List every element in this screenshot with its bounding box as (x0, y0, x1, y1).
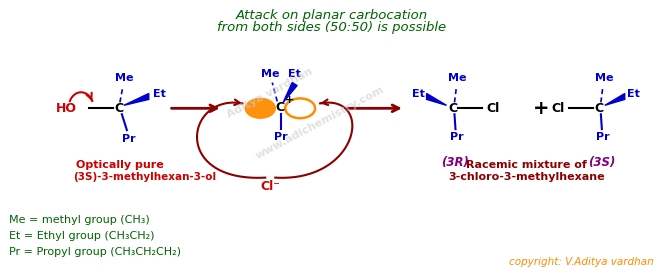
Text: C: C (594, 102, 604, 115)
Polygon shape (124, 93, 149, 105)
Text: +: + (533, 99, 549, 118)
Text: Pr: Pr (596, 132, 610, 142)
Text: Attack on planar carbocation: Attack on planar carbocation (236, 9, 428, 22)
Text: HO: HO (56, 102, 77, 115)
Text: (3R): (3R) (442, 156, 469, 169)
Text: from both sides (50:50) is possible: from both sides (50:50) is possible (217, 21, 447, 34)
Polygon shape (605, 93, 625, 105)
Text: Me: Me (115, 73, 133, 83)
Text: www.adichemistry.com: www.adichemistry.com (254, 85, 386, 162)
Polygon shape (284, 83, 297, 102)
Polygon shape (426, 93, 446, 105)
Text: Et = Ethyl group (CH₃CH₂): Et = Ethyl group (CH₃CH₂) (9, 231, 155, 241)
Text: C: C (448, 102, 457, 115)
Text: (3S)-3-methylhexan-3-ol: (3S)-3-methylhexan-3-ol (73, 172, 216, 182)
Text: Et: Et (153, 90, 165, 100)
Text: Cl⁻: Cl⁻ (260, 180, 280, 193)
Text: Et: Et (627, 90, 639, 100)
Text: Me: Me (448, 73, 467, 83)
Text: Pr: Pr (450, 132, 463, 142)
Text: Pr = Propyl group (CH₃CH₂CH₂): Pr = Propyl group (CH₃CH₂CH₂) (9, 247, 181, 257)
Text: C: C (114, 102, 124, 115)
Text: (3S): (3S) (588, 156, 616, 169)
Text: 3-chloro-3-methylhexane: 3-chloro-3-methylhexane (448, 172, 604, 182)
Text: Me: Me (594, 73, 613, 83)
Text: Me = methyl group (CH₃): Me = methyl group (CH₃) (9, 215, 150, 225)
Text: copyright: V.Aditya vardhan: copyright: V.Aditya vardhan (509, 257, 653, 267)
Text: Cl: Cl (552, 102, 565, 115)
Text: C: C (276, 101, 285, 114)
Text: Racemic mixture of: Racemic mixture of (465, 160, 586, 170)
Text: Et: Et (288, 69, 301, 79)
Text: Pr: Pr (122, 134, 135, 144)
Ellipse shape (286, 98, 315, 118)
Text: Optically pure: Optically pure (76, 160, 164, 170)
Text: Cl: Cl (486, 102, 499, 115)
Text: Et: Et (412, 90, 424, 100)
Ellipse shape (246, 98, 276, 118)
Text: Aditya vardhan: Aditya vardhan (226, 67, 315, 120)
Text: +: + (285, 95, 293, 105)
Text: Me: Me (261, 69, 280, 79)
Text: Pr: Pr (274, 132, 288, 142)
